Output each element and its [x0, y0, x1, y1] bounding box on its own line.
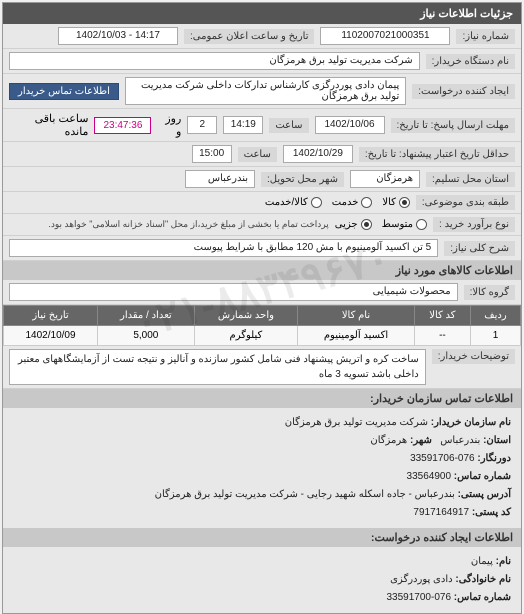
province-value: هرمزگان	[350, 170, 420, 188]
col-unit: واحد شمارش	[194, 306, 298, 326]
phone-label: شماره تماس:	[454, 471, 511, 482]
deadline-valid-time: 15:00	[192, 145, 232, 163]
radio-dot-icon	[416, 219, 427, 230]
radio-both[interactable]: کالا/خدمت	[265, 197, 322, 208]
purchase-note: پرداخت تمام یا بخشی از مبلغ خرید،از محل …	[48, 219, 328, 230]
contact-section-title: اطلاعات تماس سازمان خریدار:	[3, 389, 521, 408]
classification-label: طبقه بندی موضوعی:	[416, 195, 515, 210]
row-buyer: نام دستگاه خریدار: شرکت مدیریت تولید برق…	[3, 49, 521, 74]
c-city-label: شهر:	[410, 435, 432, 446]
contact-buyer-button[interactable]: اطلاعات تماس خریدار	[9, 83, 119, 100]
c-province: بندرعباس	[440, 435, 480, 446]
radio-dot-icon	[399, 197, 410, 208]
radio-dot-icon	[361, 219, 372, 230]
cell-row: 1	[471, 326, 521, 346]
deadline-days: 2	[187, 116, 217, 134]
radio-medium[interactable]: متوسط	[382, 219, 427, 230]
creator-name-label: نام:	[496, 556, 511, 567]
purchase-type-label: نوع برآورد خرید :	[433, 217, 515, 232]
creator-phone-label: شماره تماس:	[454, 592, 511, 603]
buyer-note-value: ساخت کره و اتریش پیشنهاد فنی شامل کشور س…	[9, 349, 426, 385]
org-label: نام سازمان خریدار:	[431, 417, 511, 428]
radio-dot-icon	[311, 197, 322, 208]
buyer-note-label: توضیحات خریدار:	[432, 349, 515, 364]
col-code: کد کالا	[414, 306, 470, 326]
datetime-label: تاریخ و ساعت اعلان عمومی:	[184, 29, 315, 44]
deadline-valid-time-label: ساعت	[238, 147, 277, 162]
requester-label: ایجاد کننده درخواست:	[412, 84, 515, 99]
purchase-radio-group: متوسط جزیی	[335, 219, 427, 230]
creator-section-title: اطلاعات ایجاد کننده درخواست:	[3, 528, 521, 547]
col-date: تاریخ نیاز	[4, 306, 98, 326]
deadline-send-time-label: ساعت	[269, 118, 308, 133]
fax-label: دورنگار:	[477, 453, 511, 464]
postal-label: کد پستی:	[472, 507, 511, 518]
col-row: ردیف	[471, 306, 521, 326]
number-label: شماره نیاز:	[456, 29, 515, 44]
row-classification: طبقه بندی موضوعی: کالا خدمت کالا/خدمت	[3, 192, 521, 214]
col-name: نام کالا	[298, 306, 415, 326]
row-goods-group: گروه کالا: محصولات شیمیایی	[3, 280, 521, 305]
creator-info: نام: پیمان نام خانوادگی: دادی پوردرگزی ش…	[3, 547, 521, 613]
row-buyer-note: توضیحات خریدار: ساخت کره و اتریش پیشنهاد…	[3, 346, 521, 389]
creator-name: پیمان	[471, 556, 493, 567]
panel-title: جزئیات اطلاعات نیاز	[3, 3, 521, 24]
cell-name: اکسید آلومینیوم	[298, 326, 415, 346]
fax-value: 076-33591706	[410, 453, 475, 464]
row-purchase-type: نوع برآورد خرید : متوسط جزیی پرداخت تمام…	[3, 214, 521, 236]
deadline-send-time: 14:19	[223, 116, 263, 134]
remaining-label: ساعت باقی مانده	[9, 112, 88, 138]
goods-section-title: اطلاعات کالاهای مورد نیاز	[3, 261, 521, 280]
buyer-value: شرکت مدیریت تولید برق هرمزگان	[9, 52, 420, 70]
need-desc-label: شرح کلی نیاز:	[444, 241, 515, 256]
need-desc-value: 5 تن اکسید آلومینیوم با مش 120 مطابق با …	[9, 239, 438, 257]
radio-dot-icon	[361, 197, 372, 208]
postal-value: 7917164917	[413, 507, 469, 518]
cell-unit: کیلوگرم	[194, 326, 298, 346]
org-value: شرکت مدیریت تولید برق هرمزگان	[285, 417, 428, 428]
table-row: 1 -- اکسید آلومینیوم کیلوگرم 5,000 1402/…	[4, 326, 521, 346]
countdown-value: 23:47:36	[94, 117, 151, 134]
row-number: شماره نیاز: 1102007021000351 تاریخ و ساع…	[3, 24, 521, 49]
deadline-send-label: مهلت ارسال پاسخ: تا تاریخ:	[391, 118, 515, 133]
row-deadline-send: مهلت ارسال پاسخ: تا تاریخ: 1402/10/06 سا…	[3, 109, 521, 142]
cell-qty: 5,000	[98, 326, 195, 346]
number-value: 1102007021000351	[320, 27, 450, 45]
goods-table: ردیف کد کالا نام کالا واحد شمارش تعداد /…	[3, 305, 521, 346]
row-need-desc: شرح کلی نیاز: 5 تن اکسید آلومینیوم با مش…	[3, 236, 521, 261]
main-panel: جزئیات اطلاعات نیاز شماره نیاز: 11020070…	[2, 2, 522, 614]
deadline-valid-date: 1402/10/29	[283, 145, 353, 163]
goods-group-label: گروه کالا:	[464, 285, 515, 300]
radio-khedmat[interactable]: خدمت	[332, 197, 373, 208]
row-requester: ایجاد کننده درخواست: پیمان دادی پوردرگزی…	[3, 74, 521, 109]
datetime-value: 14:17 - 1402/10/03	[58, 27, 178, 45]
address-value: بندرعباس - جاده اسکله شهید رجایی - شرکت …	[155, 489, 455, 500]
phone-value: 33564900	[407, 471, 452, 482]
goods-group-value: محصولات شیمیایی	[9, 283, 458, 301]
cell-date: 1402/10/09	[4, 326, 98, 346]
table-header-row: ردیف کد کالا نام کالا واحد شمارش تعداد /…	[4, 306, 521, 326]
classification-radio-group: کالا خدمت کالا/خدمت	[265, 197, 410, 208]
buyer-label: نام دستگاه خریدار:	[426, 54, 515, 69]
days-label: روز و	[157, 112, 181, 138]
cell-code: --	[414, 326, 470, 346]
address-label: آدرس پستی:	[458, 489, 511, 500]
c-city: هرمزگان	[370, 435, 407, 446]
radio-kala[interactable]: کالا	[382, 197, 410, 208]
contact-info: نام سازمان خریدار: شرکت مدیریت تولید برق…	[3, 408, 521, 528]
city-value: بندرعباس	[185, 170, 255, 188]
row-deadline-valid: حداقل تاریخ اعتبار پیشنهاد: تا تاریخ: 14…	[3, 142, 521, 167]
row-location: استان محل تسلیم: هرمزگان شهر محل تحویل: …	[3, 167, 521, 192]
deadline-valid-label: حداقل تاریخ اعتبار پیشنهاد: تا تاریخ:	[359, 147, 515, 162]
city-label: شهر محل تحویل:	[261, 172, 344, 187]
radio-partial[interactable]: جزیی	[335, 219, 372, 230]
c-province-label: استان:	[483, 435, 511, 446]
requester-value: پیمان دادی پوردرگزی کارشناس تدارکات داخل…	[125, 77, 406, 105]
col-qty: تعداد / مقدار	[98, 306, 195, 326]
creator-phone: 076-33591700	[386, 592, 451, 603]
deadline-send-date: 1402/10/06	[315, 116, 385, 134]
province-label: استان محل تسلیم:	[426, 172, 515, 187]
